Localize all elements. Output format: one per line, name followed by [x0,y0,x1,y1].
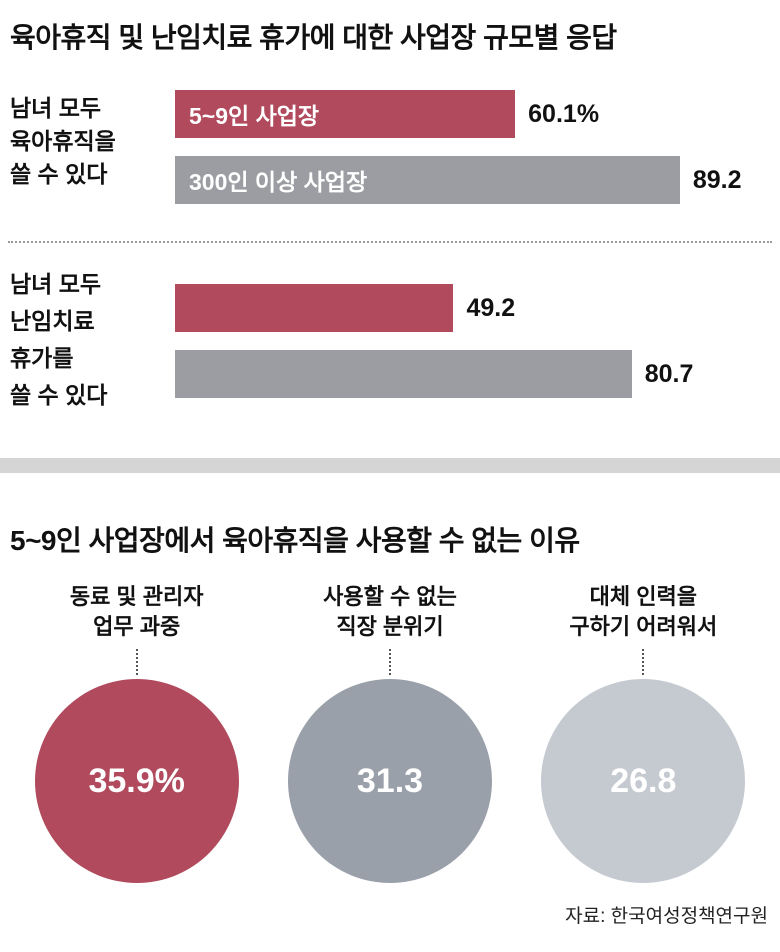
bar-group2-label: 남녀 모두 난임치료 휴가를 쓸 수 있다 [10,266,107,414]
reasons-chart: 동료 및 관리자 업무 과중 35.9% 사용할 수 없는 직장 분위기 31.… [10,582,770,883]
label-line: 업무 과중 [93,614,181,639]
reason-label: 사용할 수 없는 직장 분위기 [323,582,457,642]
dotted-divider [8,241,772,243]
label-line: 육아휴직을 [10,128,116,154]
bar-300plus-workplace: 300인 이상 사업장 [175,156,680,204]
bar-value: 80.7 [644,359,694,388]
bar-group1-bars: 5~9인 사업장 60.1% 300인 이상 사업장 89.2 [175,90,742,222]
bar-row-large-workplace: 80.7 [175,350,741,398]
section-divider-band [0,458,780,473]
reason-circle-atmosphere: 31.3 [287,679,492,883]
reason-col-atmosphere: 사용할 수 없는 직장 분위기 31.3 [263,582,516,883]
bar-group1-label: 남녀 모두 육아휴직을 쓸 수 있다 [10,92,116,191]
label-line: 쓸 수 있다 [10,161,108,187]
bar-value: 89.2 [692,165,742,194]
bar-row-small-workplace: 49.2 [175,284,741,332]
bar-row-small-workplace: 5~9인 사업장 60.1% [175,90,741,138]
bar-300plus-workplace [175,350,632,398]
label-line: 쓸 수 있다 [10,382,108,408]
reason-col-workload: 동료 및 관리자 업무 과중 35.9% [10,582,263,883]
reason-col-replacement: 대체 인력을 구하기 어려워서 26.8 [517,582,770,883]
dotted-connector [135,649,138,675]
label-line: 대체 인력을 [589,584,697,609]
label-line: 휴가를 [10,345,74,371]
bar-value: 60.1% [528,99,600,128]
bar-5-9-workplace: 5~9인 사업장 [175,90,516,138]
label-line: 구하기 어려워서 [569,614,718,639]
reason-label: 대체 인력을 구하기 어려워서 [569,582,717,642]
label-line: 동료 및 관리자 [69,584,204,609]
reason-circle-replacement: 26.8 [541,679,746,883]
label-line: 남녀 모두 [10,95,102,121]
bar-5-9-workplace [175,284,454,332]
source-credit: 자료: 한국여성정책연구원 [565,906,768,927]
bar-group2-bars: 49.2 80.7 [175,284,741,416]
reason-label: 동료 및 관리자 업무 과중 [70,582,204,642]
circle-value: 26.8 [610,761,677,800]
bar-inner-label: 5~9인 사업장 [189,103,320,129]
label-line: 남녀 모두 [10,271,102,297]
reasons-chart-title: 5~9인 사업장에서 육아휴직을 사용할 수 없는 이유 [10,525,580,556]
label-line: 직장 분위기 [336,614,444,639]
bar-value: 49.2 [466,293,516,322]
bar-inner-label: 300인 이상 사업장 [189,169,368,195]
label-line: 난임치료 [10,308,95,334]
circle-value: 35.9% [88,761,185,800]
bar-row-large-workplace: 300인 이상 사업장 89.2 [175,156,742,204]
dotted-connector [388,649,391,675]
dotted-connector [642,649,645,675]
bar-chart-title: 육아휴직 및 난임치료 휴가에 대한 사업장 규모별 응답 [10,22,617,53]
label-line: 사용할 수 없는 [323,584,457,609]
circle-value: 31.3 [356,761,424,800]
reason-circle-workload: 35.9% [34,679,239,883]
